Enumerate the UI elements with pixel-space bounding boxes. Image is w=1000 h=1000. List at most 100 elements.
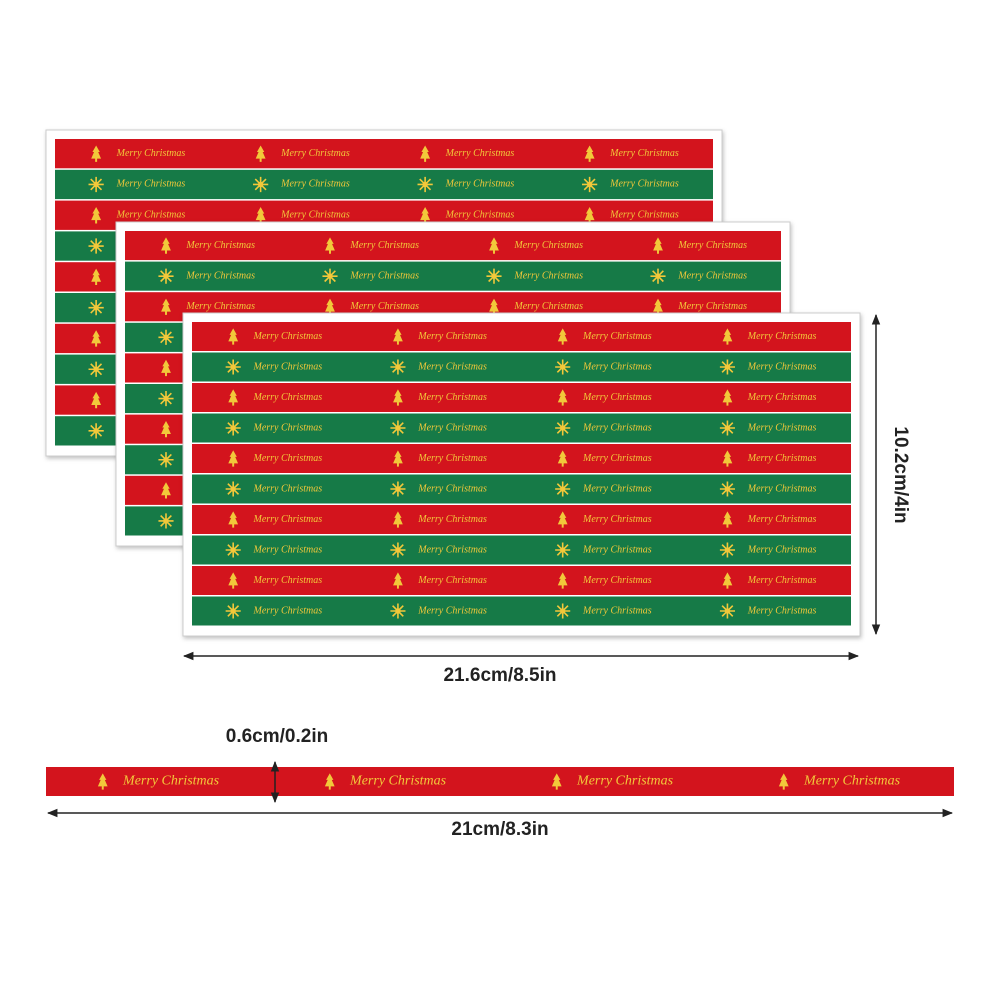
tree-icon xyxy=(653,298,663,315)
snowflake-center xyxy=(163,334,169,340)
single-strip: Merry Christmas Merry Christmas Merry Chri… xyxy=(46,767,954,796)
snowflake-center xyxy=(163,518,169,524)
tree-icon xyxy=(557,450,568,467)
red-strip xyxy=(192,444,851,473)
red-strip xyxy=(125,231,781,261)
tree-icon xyxy=(722,328,733,345)
strip-text: Merry Christmas xyxy=(252,422,322,433)
strip-text: Merry Christmas xyxy=(747,483,817,494)
snowflake-center xyxy=(163,457,169,463)
strip-text: Merry Christmas xyxy=(747,361,817,372)
snowflake-center xyxy=(327,273,333,279)
snowflake-center xyxy=(724,425,731,431)
tree-icon xyxy=(97,773,108,790)
snowflake-icon xyxy=(158,452,174,468)
snowflake-icon xyxy=(719,359,735,375)
snowflake-center xyxy=(395,547,401,553)
tree-icon xyxy=(228,328,239,345)
strip-text: Merry Christmas xyxy=(582,422,652,433)
tree-icon xyxy=(91,330,102,347)
strip-text: Merry Christmas xyxy=(417,483,487,494)
strip-text: Merry Christmas xyxy=(349,301,419,312)
snowflake-center xyxy=(724,547,731,553)
snowflake-icon xyxy=(390,542,406,558)
red-strip xyxy=(192,322,851,351)
snowflake-icon xyxy=(555,542,571,558)
strip-text: Merry Christmas xyxy=(417,331,487,342)
snowflake-icon xyxy=(88,423,104,439)
snowflake-icon xyxy=(158,329,174,345)
strip-text: Merry Christmas xyxy=(116,179,186,190)
strip-text: Merry Christmas xyxy=(677,270,747,281)
snowflake-icon xyxy=(322,268,338,284)
strip-text: Merry Christmas xyxy=(747,575,817,586)
strip-text: Merry Christmas xyxy=(582,544,652,555)
snowflake-center xyxy=(93,243,99,249)
snowflake-icon xyxy=(158,268,174,284)
snowflake-icon xyxy=(486,268,502,284)
strip-text: Merry Christmas xyxy=(252,544,322,555)
strip-text: Merry Christmas xyxy=(417,514,487,525)
snowflake-icon xyxy=(225,603,241,619)
tree-icon xyxy=(393,389,403,406)
strip-text: Merry Christmas xyxy=(185,240,255,251)
strip-text: Merry Christmas xyxy=(417,361,487,372)
snowflake-icon xyxy=(88,300,104,316)
strip-text: Merry Christmas xyxy=(252,605,322,616)
tree-icon xyxy=(161,482,171,499)
snowflake-icon xyxy=(225,359,241,375)
green-strip xyxy=(192,413,851,443)
snowflake-center xyxy=(560,425,566,431)
strip-text: Merry Christmas xyxy=(252,361,322,372)
sticker-sheet: Merry Christmas Merry Christmas Merry Chri… xyxy=(182,312,861,637)
snowflake-center xyxy=(395,486,401,492)
strip-text: Merry Christmas xyxy=(576,774,674,789)
tree-icon xyxy=(228,389,239,406)
snowflake-icon xyxy=(88,176,104,193)
snowflake-icon xyxy=(88,361,104,377)
tree-icon xyxy=(228,572,239,589)
snowflake-icon xyxy=(390,420,406,436)
strip-text: Merry Christmas xyxy=(747,544,817,555)
tree-icon xyxy=(653,237,663,254)
strip-text: Merry Christmas xyxy=(677,240,747,251)
snowflake-center xyxy=(163,273,169,279)
snowflake-center xyxy=(724,486,731,492)
snowflake-icon xyxy=(555,359,571,375)
tree-icon xyxy=(91,145,102,162)
strip-text: Merry Christmas xyxy=(122,774,220,789)
tree-icon xyxy=(557,328,568,345)
green-strip xyxy=(192,596,851,626)
tree-icon xyxy=(393,511,403,528)
strip-text: Merry Christmas xyxy=(417,392,487,403)
snowflake-icon xyxy=(719,481,735,497)
red-strip xyxy=(55,139,713,169)
strip-text: Merry Christmas xyxy=(582,514,652,525)
tree-icon xyxy=(91,391,102,409)
snowflake-icon xyxy=(158,513,174,529)
tree-icon xyxy=(228,511,239,528)
snowflake-center xyxy=(560,547,566,553)
snowflake-center xyxy=(230,608,236,614)
tree-icon xyxy=(778,773,789,790)
tree-icon xyxy=(325,237,335,254)
snowflake-center xyxy=(491,273,497,279)
snowflake-icon xyxy=(158,390,174,407)
snowflake-icon xyxy=(555,420,571,436)
tree-icon xyxy=(420,145,431,162)
strip-width-label: 21cm/8.3in xyxy=(451,819,548,840)
strip-text: Merry Christmas xyxy=(513,240,583,251)
tree-icon xyxy=(557,511,568,528)
strip-text: Merry Christmas xyxy=(513,270,583,281)
snowflake-icon xyxy=(253,176,269,193)
strip-text: Merry Christmas xyxy=(252,483,322,494)
snowflake-center xyxy=(93,304,99,311)
tree-icon xyxy=(557,572,568,589)
strip-text: Merry Christmas xyxy=(185,301,255,312)
snowflake-center xyxy=(422,181,428,188)
tree-icon xyxy=(489,298,499,315)
tree-icon xyxy=(325,298,335,315)
snowflake-icon xyxy=(555,481,571,497)
tree-icon xyxy=(324,773,335,790)
